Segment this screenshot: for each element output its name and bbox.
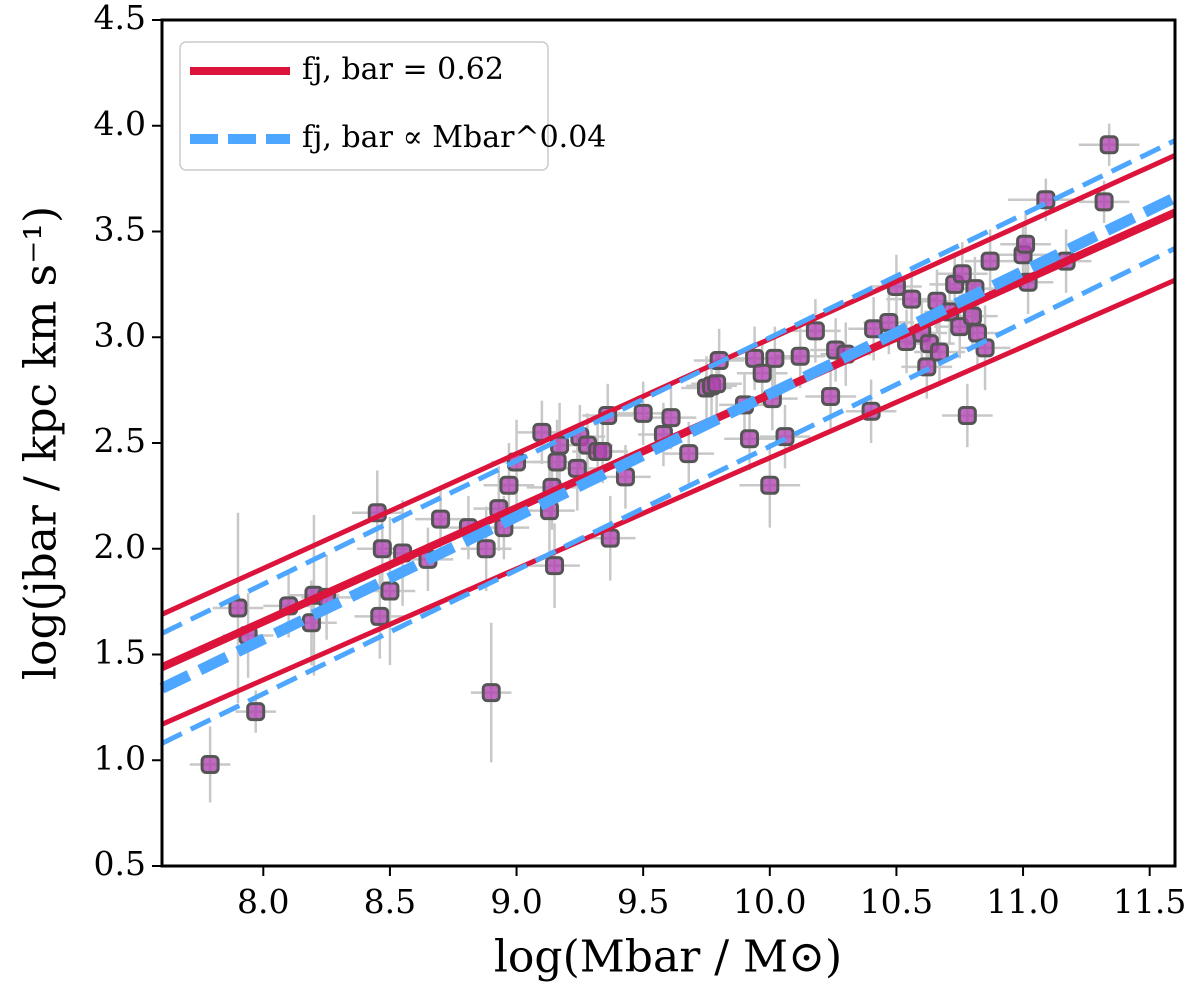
x-tick-label: 8.0 [237,882,289,921]
point [864,319,884,339]
point [765,348,785,368]
point [980,251,1000,271]
point [200,754,220,774]
point [952,264,972,284]
point [805,321,825,341]
point [481,683,501,703]
point [707,374,727,394]
y-tick-label: 3.0 [94,315,146,354]
point [633,403,653,423]
point [372,539,392,559]
relation-line [160,277,1177,727]
y-tick-label: 0.5 [94,844,146,883]
y-tick-label: 2.0 [94,527,146,566]
x-tick-label: 10.0 [733,882,806,921]
y-tick-label: 1.0 [94,738,146,777]
relation-line [159,192,1178,694]
legend-label: fj, bar ∝ Mbar^0.04 [302,120,606,155]
relation-line [160,138,1177,636]
point [431,509,451,529]
y-tick-label: 3.5 [94,210,146,249]
point [1016,234,1036,254]
point [790,346,810,366]
y-axis-label: log(jbar / kpc km s⁻¹) [16,206,67,680]
point [370,606,390,626]
point [545,556,565,576]
legend-label: fj, bar = 0.62 [302,52,504,87]
point [547,452,567,472]
y-tick-label: 2.5 [94,421,146,460]
point [962,306,982,326]
x-tick-label: 9.0 [490,882,542,921]
point [752,363,772,383]
y-tick-label: 1.5 [94,633,146,672]
point [957,406,977,426]
point [380,581,400,601]
point [929,342,949,362]
point [740,429,760,449]
x-tick-label: 11.0 [986,882,1059,921]
point [1094,192,1114,212]
point [593,441,613,461]
point [499,475,519,495]
x-axis-label: log(Mbar / M⊙) [494,932,842,983]
point [679,444,699,464]
y-tick-label: 4.0 [94,104,146,143]
x-tick-label: 8.5 [364,882,416,921]
point [228,598,248,618]
point [821,386,841,406]
x-tick-label: 10.5 [860,882,933,921]
point [902,289,922,309]
relation-line [160,246,1177,746]
y-tick-label: 4.5 [94,0,146,37]
x-tick-label: 11.5 [1113,882,1186,921]
point [476,539,496,559]
point [661,408,681,428]
point [760,475,780,495]
point [1099,135,1119,155]
point [246,702,266,722]
plot-frame [160,18,1177,868]
x-tick-label: 9.5 [617,882,669,921]
